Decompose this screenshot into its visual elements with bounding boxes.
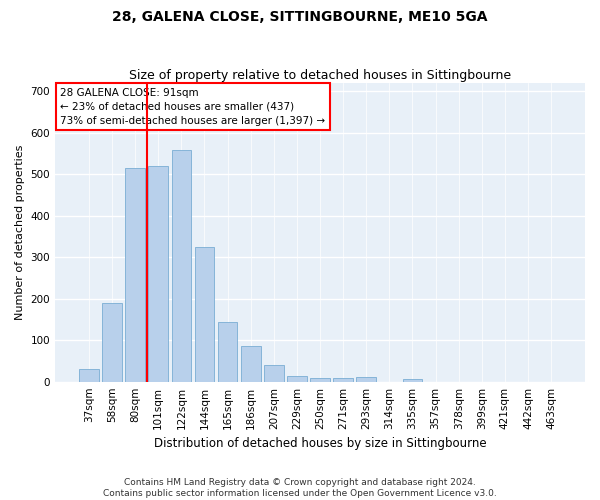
Bar	[148, 166, 168, 382]
Bar	[310, 378, 330, 382]
Bar	[172, 150, 191, 382]
Bar	[241, 346, 260, 382]
Bar	[125, 168, 145, 382]
X-axis label: Distribution of detached houses by size in Sittingbourne: Distribution of detached houses by size …	[154, 437, 487, 450]
Bar	[287, 376, 307, 382]
Bar	[218, 322, 238, 382]
Bar	[264, 365, 284, 382]
Text: 28, GALENA CLOSE, SITTINGBOURNE, ME10 5GA: 28, GALENA CLOSE, SITTINGBOURNE, ME10 5G…	[112, 10, 488, 24]
Bar	[194, 247, 214, 382]
Text: 28 GALENA CLOSE: 91sqm
← 23% of detached houses are smaller (437)
73% of semi-de: 28 GALENA CLOSE: 91sqm ← 23% of detached…	[61, 88, 325, 126]
Text: Contains HM Land Registry data © Crown copyright and database right 2024.
Contai: Contains HM Land Registry data © Crown c…	[103, 478, 497, 498]
Bar	[102, 303, 122, 382]
Y-axis label: Number of detached properties: Number of detached properties	[15, 144, 25, 320]
Bar	[403, 379, 422, 382]
Title: Size of property relative to detached houses in Sittingbourne: Size of property relative to detached ho…	[129, 69, 511, 82]
Bar	[79, 369, 99, 382]
Bar	[356, 376, 376, 382]
Bar	[334, 378, 353, 382]
